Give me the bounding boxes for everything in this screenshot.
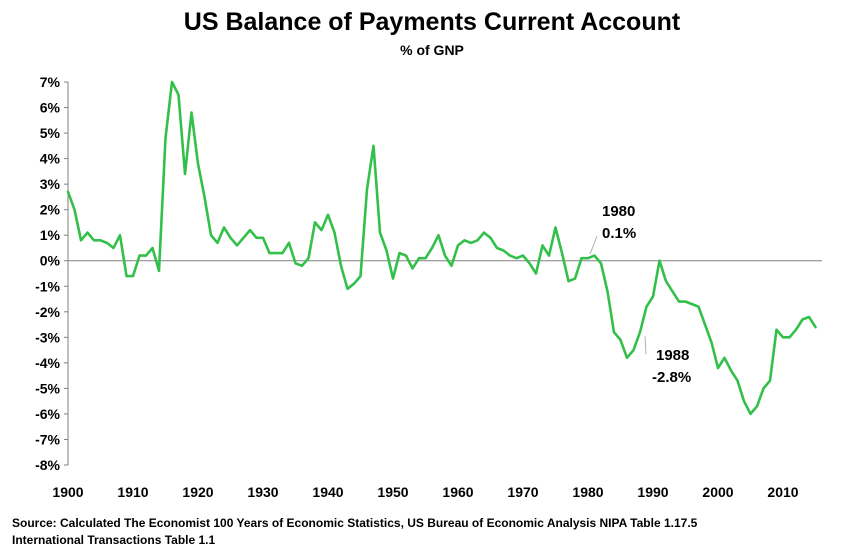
- x-tick-label: 1910: [117, 484, 148, 500]
- line-chart: 7% 6% 5% 4% 3% 2% 1% 0% -1% -2% -3% -4% -5% -6% -7% -8%…: [35, 74, 822, 500]
- x-tick-label: 1980: [572, 484, 603, 500]
- x-tick-label: 1920: [182, 484, 213, 500]
- series-group: [66, 80, 817, 416]
- x-tick-label: 1990: [637, 484, 668, 500]
- y-tick-label: 3%: [40, 176, 61, 192]
- annotation-1980-leader: [589, 235, 598, 255]
- chart-subtitle: % of GNP: [400, 42, 464, 58]
- y-tick-label: -4%: [35, 355, 60, 371]
- y-tick-label: -8%: [35, 457, 60, 473]
- annotation-1988-year: 1988: [656, 347, 689, 364]
- source-note: Source: Calculated The Economist 100 Yea…: [12, 515, 857, 549]
- series-line: [66, 80, 817, 416]
- x-tick-label: 1960: [442, 484, 473, 500]
- y-axis: 7% 6% 5% 4% 3% 2% 1% 0% -1% -2% -3% -4% -5% -6% -7% -8%: [35, 74, 69, 473]
- x-tick-label: 1900: [52, 484, 83, 500]
- y-tick-label: 4%: [40, 151, 61, 167]
- y-tick-label: -1%: [35, 278, 60, 294]
- y-tick-label: -6%: [35, 406, 60, 422]
- source-line-2: International Transactions Table 1.1: [12, 533, 216, 547]
- y-tick-label: -3%: [35, 329, 60, 345]
- y-tick-label: -5%: [35, 380, 60, 396]
- y-tick-label: -7%: [35, 431, 60, 447]
- x-tick-label: 1930: [247, 484, 278, 500]
- x-tick-label: 1970: [507, 484, 538, 500]
- annotation-1980-year: 1980: [602, 203, 635, 220]
- y-tick-label: 6%: [40, 100, 61, 116]
- y-tick-label: 2%: [40, 202, 61, 218]
- annotation-1980-value: 0.1%: [602, 225, 636, 242]
- x-tick-label: 2010: [767, 484, 798, 500]
- x-tick-label: 1940: [312, 484, 343, 500]
- annotation-1988-value: -2.8%: [652, 369, 691, 386]
- y-tick-label: 1%: [40, 227, 61, 243]
- annotations: 1980 0.1% 1988 -2.8%: [589, 203, 691, 386]
- x-axis: 1900 1910 1920 1930 1940 1950 1960 1970 1980 1990…: [52, 260, 822, 500]
- x-tick-label: 2000: [702, 484, 733, 500]
- chart-title: US Balance of Payments Current Account: [183, 8, 681, 36]
- source-line-1: Source: Calculated The Economist 100 Yea…: [12, 516, 698, 530]
- y-tick-label: 7%: [40, 74, 61, 90]
- annotation-1988-leader: [644, 336, 647, 355]
- y-tick-label: -2%: [35, 304, 60, 320]
- x-tick-label: 1950: [377, 484, 408, 500]
- y-tick-label: 0%: [40, 253, 61, 269]
- y-tick-label: 5%: [40, 125, 61, 141]
